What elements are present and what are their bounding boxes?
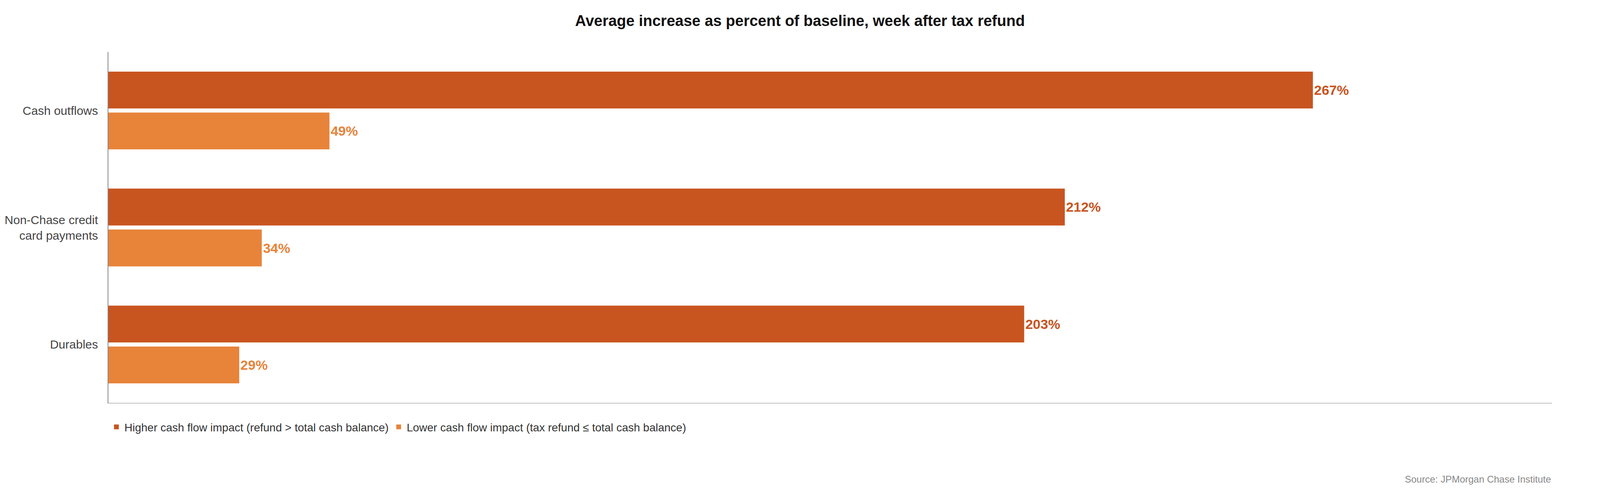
svg-text:34%: 34%	[262, 240, 290, 256]
svg-text:49%: 49%	[330, 123, 358, 139]
svg-text:Cash outflows: Cash outflows	[22, 104, 98, 118]
svg-text:267%: 267%	[1314, 82, 1349, 98]
svg-text:Source: JPMorgan Chase Institu: Source: JPMorgan Chase Institute	[1404, 473, 1552, 485]
svg-text:Lower cash flow impact (tax re: Lower cash flow impact (tax refund ≤ tot…	[406, 421, 687, 434]
svg-text:29%: 29%	[240, 357, 268, 373]
svg-text:Average increase as percent of: Average increase as percent of baseline,…	[575, 12, 1025, 30]
svg-text:212%: 212%	[1066, 199, 1101, 215]
svg-text:Durables: Durables	[50, 337, 98, 351]
svg-text:Higher cash flow impact (refun: Higher cash flow impact (refund > total …	[124, 421, 389, 434]
svg-text:Non-Chase creditcard payments: Non-Chase creditcard payments	[4, 213, 99, 242]
svg-text:203%: 203%	[1025, 316, 1060, 332]
